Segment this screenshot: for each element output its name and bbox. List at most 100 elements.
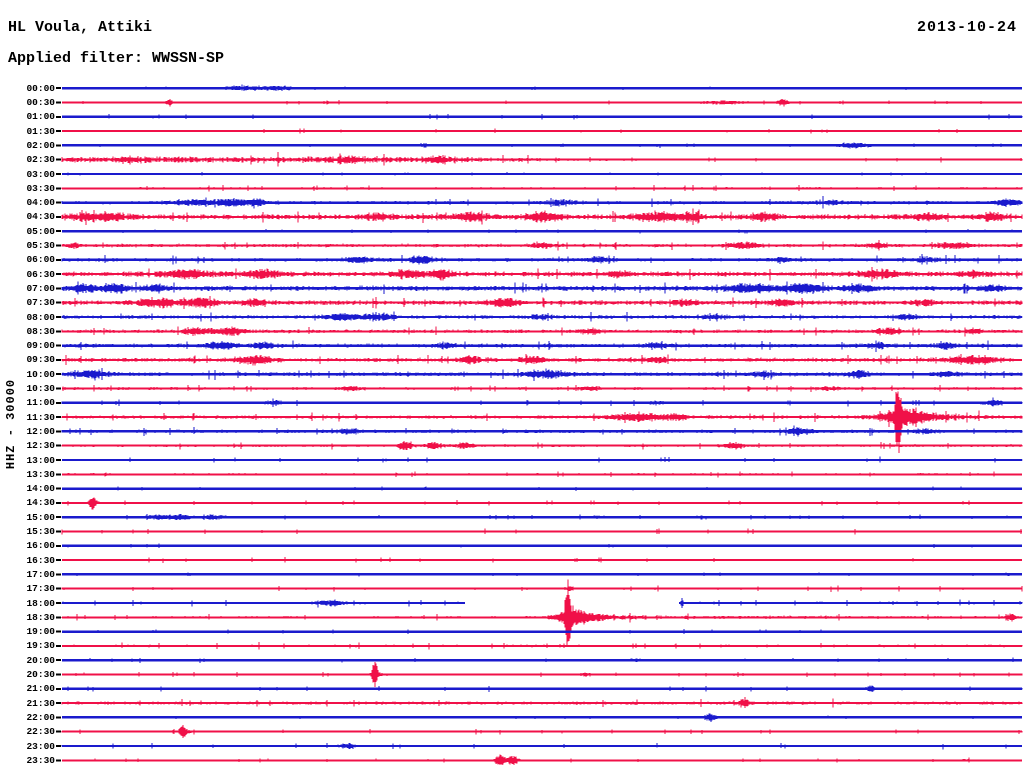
trace-row (71, 128, 1016, 134)
time-label: 12:00 (26, 425, 55, 437)
trace-row (61, 585, 1023, 592)
time-label: 11:30 (26, 411, 55, 423)
trace-row (61, 696, 1023, 709)
time-label: 07:30 (26, 297, 55, 309)
trace-row (76, 572, 1010, 577)
station-title: HL Voula, Attiki (8, 19, 153, 36)
trace-row (61, 579, 1023, 646)
trace-row (61, 425, 1023, 437)
trace-row (68, 98, 1020, 107)
trace-row (62, 685, 1023, 692)
trace-row (61, 367, 1023, 381)
time-label: 01:00 (26, 111, 55, 123)
time-label: 03:30 (26, 182, 55, 194)
trace-row (61, 514, 1022, 521)
time-label: 02:00 (26, 139, 55, 151)
trace-row (94, 754, 973, 766)
trace-row (62, 629, 1021, 634)
trace-row (67, 543, 973, 548)
trace-row (61, 311, 1023, 322)
time-label: 09:00 (26, 340, 55, 352)
trace-row (61, 240, 1023, 251)
time-label: 23:00 (26, 740, 55, 752)
trace-row (175, 713, 974, 722)
trace-row (61, 296, 1023, 310)
trace-row (64, 557, 1019, 563)
time-label: 09:30 (26, 354, 55, 366)
time-label: 10:30 (26, 383, 55, 394)
trace-row (67, 172, 991, 176)
time-label: 03:00 (26, 168, 55, 180)
time-label: 10:00 (26, 368, 55, 380)
trace-row (61, 152, 1023, 167)
time-label: 13:00 (26, 454, 55, 466)
time-label: 12:30 (26, 440, 55, 452)
time-label: 00:00 (26, 82, 55, 94)
trace-row (61, 725, 1023, 739)
trace-row (61, 281, 1023, 295)
trace-row (62, 642, 1023, 650)
time-label: 19:00 (26, 626, 55, 638)
time-label: 23:30 (26, 754, 55, 766)
trace-row (64, 340, 1023, 352)
time-label: 05:30 (26, 240, 55, 251)
trace-row (61, 196, 1023, 209)
time-label: 18:00 (26, 597, 55, 609)
time-label: 21:00 (26, 683, 55, 695)
time-label: 17:30 (26, 583, 55, 595)
time-label: 01:30 (26, 125, 55, 137)
time-label: 20:00 (26, 654, 55, 666)
time-label: 04:30 (26, 211, 55, 223)
trace-row (99, 142, 1002, 149)
trace-row (64, 662, 1023, 687)
time-label: 16:30 (26, 554, 55, 566)
row-tick-marks (56, 87, 61, 762)
time-label: 05:00 (26, 225, 55, 237)
trace-row (61, 353, 1021, 366)
trace-row (145, 84, 907, 91)
time-label: 14:30 (26, 497, 55, 509)
time-label: 18:30 (26, 611, 55, 623)
date-label: 2013-10-24 (916, 19, 1017, 36)
time-label: 04:00 (26, 197, 55, 209)
trace-row (66, 471, 1021, 478)
trace-row (61, 497, 1023, 510)
trace-row (64, 657, 1018, 663)
trace-row (62, 113, 1023, 120)
trace-row (122, 229, 1013, 234)
time-label: 14:00 (26, 483, 55, 495)
time-label: 15:30 (26, 526, 55, 537)
trace-row (61, 391, 1023, 454)
time-label: 11:00 (26, 397, 55, 409)
time-label: 16:00 (26, 540, 55, 552)
trace-row (61, 208, 1023, 225)
trace-row (117, 486, 962, 491)
time-label: 19:30 (26, 640, 55, 652)
trace-row (61, 326, 1023, 337)
time-label: 07:00 (26, 282, 55, 294)
time-label: 08:00 (26, 311, 55, 323)
time-label: 22:00 (26, 711, 55, 723)
trace-row (61, 742, 1022, 750)
trace-row (61, 184, 1023, 192)
time-label: 06:00 (26, 254, 55, 266)
time-label: 17:00 (26, 568, 55, 580)
trace-row (61, 253, 1020, 265)
trace-row (61, 267, 1023, 282)
time-label: 21:30 (26, 697, 55, 709)
filter-label: Applied filter: WWSSN-SP (8, 50, 225, 67)
trace-row (61, 597, 1023, 609)
time-label: 02:30 (26, 154, 55, 166)
time-label: 22:30 (26, 726, 55, 738)
time-label: 15:00 (26, 511, 55, 523)
trace-row (61, 528, 1022, 535)
trace-row (62, 456, 1023, 463)
time-label: 13:30 (26, 468, 55, 480)
time-label: 08:30 (26, 325, 55, 337)
trace-row (62, 384, 1023, 393)
trace-row (61, 397, 1023, 408)
time-label: 20:30 (26, 669, 55, 680)
time-label: 00:30 (26, 97, 55, 108)
